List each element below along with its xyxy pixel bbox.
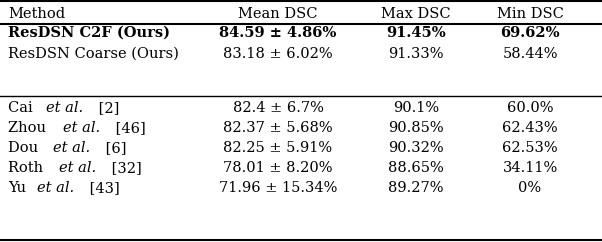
Text: Cai: Cai <box>8 101 37 115</box>
Text: 91.45%: 91.45% <box>386 26 446 40</box>
Text: Min DSC: Min DSC <box>497 7 563 21</box>
Text: [43]: [43] <box>85 181 120 195</box>
Text: ResDSN Coarse (Ours): ResDSN Coarse (Ours) <box>8 47 179 61</box>
Text: 90.1%: 90.1% <box>393 101 439 115</box>
Text: 82.25 ± 5.91%: 82.25 ± 5.91% <box>223 141 332 155</box>
Text: 69.62%: 69.62% <box>500 26 560 40</box>
Text: [2]: [2] <box>94 101 119 115</box>
Text: [46]: [46] <box>111 121 146 135</box>
Text: Max DSC: Max DSC <box>381 7 451 21</box>
Text: 62.53%: 62.53% <box>502 141 558 155</box>
Text: 84.59 ± 4.86%: 84.59 ± 4.86% <box>219 26 337 40</box>
Text: 88.65%: 88.65% <box>388 161 444 175</box>
Text: et al.: et al. <box>63 121 100 135</box>
Text: Dou: Dou <box>8 141 43 155</box>
Text: et al.: et al. <box>53 141 90 155</box>
Text: 90.85%: 90.85% <box>388 121 444 135</box>
Text: 60.0%: 60.0% <box>507 101 553 115</box>
Text: et al.: et al. <box>46 101 83 115</box>
Text: 78.01 ± 8.20%: 78.01 ± 8.20% <box>223 161 333 175</box>
Text: 83.18 ± 6.02%: 83.18 ± 6.02% <box>223 47 333 61</box>
Text: 82.37 ± 5.68%: 82.37 ± 5.68% <box>223 121 333 135</box>
Text: Yu: Yu <box>8 181 31 195</box>
Text: Mean DSC: Mean DSC <box>238 7 318 21</box>
Text: 91.33%: 91.33% <box>388 47 444 61</box>
Text: 71.96 ± 15.34%: 71.96 ± 15.34% <box>219 181 337 195</box>
Text: ResDSN C2F (Ours): ResDSN C2F (Ours) <box>8 26 170 40</box>
Text: [6]: [6] <box>101 141 126 155</box>
Text: et al.: et al. <box>59 161 96 175</box>
Text: et al.: et al. <box>37 181 74 195</box>
Text: 62.43%: 62.43% <box>502 121 558 135</box>
Text: Roth: Roth <box>8 161 48 175</box>
Text: [32]: [32] <box>107 161 142 175</box>
Text: 0%: 0% <box>518 181 542 195</box>
Text: 89.27%: 89.27% <box>388 181 444 195</box>
Text: 58.44%: 58.44% <box>502 47 557 61</box>
Text: Zhou: Zhou <box>8 121 51 135</box>
Text: 90.32%: 90.32% <box>388 141 444 155</box>
Text: 82.4 ± 6.7%: 82.4 ± 6.7% <box>232 101 323 115</box>
Text: Method: Method <box>8 7 65 21</box>
Text: 34.11%: 34.11% <box>503 161 557 175</box>
